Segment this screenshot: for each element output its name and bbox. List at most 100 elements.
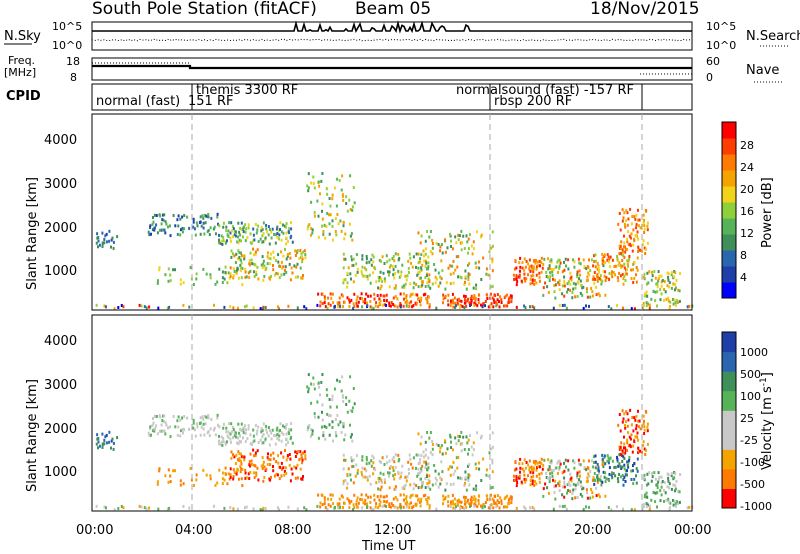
echo-cell: [623, 211, 626, 215]
echo-cell: [601, 279, 604, 283]
echo-cell: [240, 261, 243, 265]
echo-cell: [601, 459, 604, 463]
echo-cell: [490, 246, 493, 250]
echo-cell: [242, 235, 244, 239]
echo-cell: [387, 471, 389, 475]
echo-cell: [405, 302, 408, 306]
echo-cell: [632, 281, 635, 284]
echo-cell: [161, 228, 164, 232]
echo-cell: [405, 296, 408, 300]
echo-cell: [435, 306, 438, 310]
echo-cell: [529, 479, 532, 483]
echo-cell: [563, 469, 566, 473]
echo-cell: [666, 284, 669, 288]
echo-cell: [552, 507, 555, 511]
echo-cell: [361, 265, 364, 269]
echo-cell: [382, 271, 385, 275]
echo-cell: [221, 281, 224, 284]
echo-cell: [589, 470, 592, 474]
echo-cell: [472, 247, 475, 251]
echo-cell: [351, 205, 354, 209]
echo-cell: [645, 410, 648, 414]
echo-cell: [280, 250, 283, 254]
echo-cell: [499, 295, 502, 299]
echo-cell: [415, 252, 418, 256]
echo-cell: [428, 303, 431, 307]
echo-cell: [411, 292, 414, 296]
echo-cell: [565, 306, 568, 310]
echo-cell: [230, 456, 233, 460]
echo-cell: [674, 288, 676, 292]
echo-cell: [409, 294, 412, 298]
echo-cell: [450, 500, 452, 504]
echo-cell: [327, 503, 330, 507]
echo-cell: [529, 282, 532, 286]
echo-cell: [570, 275, 573, 279]
echo-cell: [616, 254, 618, 258]
echo-cell: [237, 450, 240, 454]
echo-cell: [350, 433, 353, 437]
echo-cell: [550, 459, 553, 463]
echo-cell: [578, 277, 581, 281]
echo-cell: [566, 491, 569, 495]
echo-cell: [240, 428, 243, 432]
echo-cell: [667, 479, 670, 483]
echo-cell: [388, 471, 391, 475]
echo-cell: [473, 301, 476, 305]
echo-cell: [451, 493, 454, 497]
echo-cell: [414, 494, 417, 498]
echo-cell: [510, 497, 513, 501]
echo-cell: [221, 443, 224, 447]
echo-cell: [317, 235, 320, 239]
echo-cell: [666, 485, 669, 489]
echo-cell: [164, 273, 167, 277]
echo-cell: [644, 252, 647, 255]
echo-cell: [674, 283, 677, 286]
echo-cell: [340, 188, 343, 192]
echo-cell: [279, 264, 282, 268]
echo-cell: [675, 303, 677, 307]
echo-cell: [459, 504, 462, 508]
echo-cell: [352, 263, 355, 267]
echo-cell: [282, 424, 284, 428]
echo-cell: [667, 497, 670, 501]
echo-cell: [321, 403, 324, 407]
echo-cell: [388, 258, 391, 262]
echo-cell: [243, 305, 246, 309]
echo-cell: [324, 437, 327, 441]
echo-cell: [458, 500, 461, 504]
xtick-0000: 00:00: [76, 523, 113, 538]
echo-cell: [466, 240, 469, 244]
echo-cell: [272, 268, 275, 272]
echo-cell: [205, 214, 208, 218]
echo-cell: [425, 297, 428, 301]
power-frame: [91, 113, 693, 311]
echo-cell: [101, 241, 104, 245]
echo-cell: [383, 277, 386, 281]
echo-cell: [463, 283, 466, 286]
echo-cell: [307, 186, 310, 190]
echo-cell: [275, 233, 278, 237]
echo-cell: [571, 492, 574, 495]
echo-cell: [470, 300, 473, 304]
echo-cell: [290, 435, 293, 439]
echo-cell: [237, 422, 240, 426]
echo-cell: [346, 296, 349, 300]
echo-cell: [456, 265, 459, 269]
echo-cell: [596, 273, 599, 277]
echo-cell: [580, 485, 583, 489]
echo-cell: [344, 458, 347, 462]
echo-cell: [300, 453, 303, 457]
echo-cell: [635, 226, 638, 230]
echo-cell: [164, 421, 167, 425]
echo-cell: [561, 270, 564, 274]
freq-tick-top: 18: [66, 55, 80, 68]
echo-cell: [417, 296, 420, 300]
echo-cell: [447, 266, 450, 270]
echo-cell: [104, 234, 107, 238]
echo-cell: [348, 506, 351, 509]
vel-cb-500: 500: [740, 368, 761, 381]
echo-cell: [678, 500, 681, 504]
echo-cell: [254, 250, 257, 254]
echo-cell: [477, 260, 480, 264]
